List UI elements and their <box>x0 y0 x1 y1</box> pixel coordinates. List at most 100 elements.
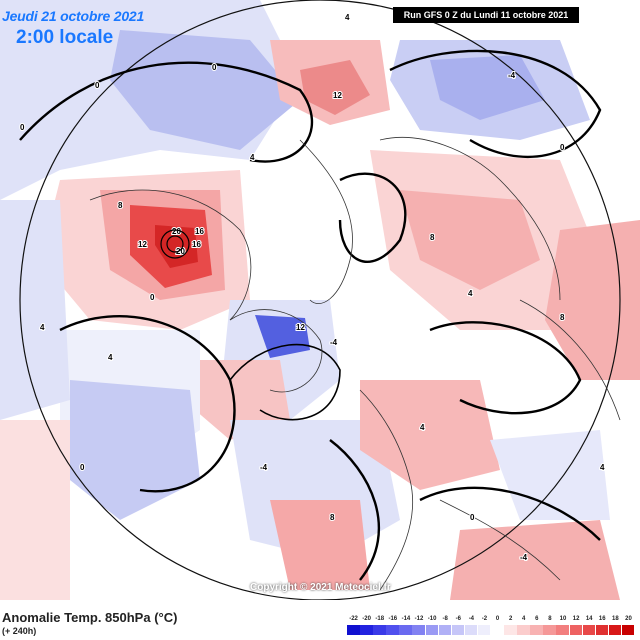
scale-swatch <box>582 625 596 635</box>
contour-line-1 <box>19 61 314 163</box>
contour-line-7 <box>419 486 601 541</box>
variable-title: Anomalie Temp. 850hPa (°C) <box>2 610 178 625</box>
copyright-notice: Copyright © 2021 Meteociel.fr <box>250 582 391 593</box>
forecast-date: Jeudi 21 octobre 2021 <box>2 8 145 24</box>
scale-label: 8 <box>548 616 552 622</box>
contour-label: 4 <box>40 323 45 332</box>
scale-label: -22 <box>349 616 358 622</box>
contour-label: 4 <box>600 463 605 472</box>
scale-swatch <box>504 625 517 635</box>
scale-swatch <box>517 625 530 635</box>
contour-label: 4 <box>468 289 473 298</box>
contour-label: 4 <box>250 153 255 162</box>
scale-swatch <box>491 625 504 635</box>
contour-label: 12 <box>296 323 305 332</box>
scale-swatch <box>464 625 478 635</box>
scale-swatch <box>608 625 622 635</box>
scale-swatch <box>451 625 465 635</box>
warm-region-europe <box>360 380 500 490</box>
scale-label: -4 <box>468 616 475 622</box>
warm-core-contour-outer <box>160 229 190 259</box>
contour-label: -4 <box>508 71 516 80</box>
contour-label: 4 <box>345 13 350 22</box>
scale-label: 10 <box>559 616 567 622</box>
contour-label: 8 <box>430 233 435 242</box>
temperature-anomaly-map: 20 16 20 16 12 12 12 8 4 0 -4 4 0 4 8 4 0 -4 0 4 0 -4 4 8 -4 0 4 8 0… <box>0 0 640 600</box>
cold-core-siberia <box>430 55 545 120</box>
coastline-east-asia <box>519 299 621 421</box>
scale-swatch <box>595 625 609 635</box>
forecast-lead-time: (+ 240h) <box>2 626 37 636</box>
coastline-canada <box>229 309 323 393</box>
scale-label: -2 <box>481 616 488 622</box>
contour-line-2 <box>389 49 602 159</box>
contour-label: 8 <box>330 513 335 522</box>
scale-swatch <box>621 625 635 635</box>
contour-line-6 <box>329 439 381 581</box>
cold-region-middle-east <box>490 430 610 520</box>
contour-label: 8 <box>118 201 123 210</box>
scale-label: -16 <box>388 616 398 622</box>
scale-label: 6 <box>535 616 539 622</box>
scale-label: -14 <box>401 616 411 622</box>
contour-label: 0 <box>470 513 475 522</box>
cold-region-bering <box>110 30 300 150</box>
coastline-alaska <box>89 189 252 321</box>
forecast-local-time: 2:00 locale <box>16 27 114 48</box>
contour-label: 20 <box>172 227 181 236</box>
contour-line-8 <box>229 343 341 421</box>
scale-label: -20 <box>362 616 371 622</box>
contour-line-4 <box>338 172 407 263</box>
contour-label: 0 <box>560 143 565 152</box>
scale-label: 12 <box>572 616 580 622</box>
coastlines <box>89 137 621 591</box>
color-scale-legend: -22 -20 -18 -16 -14 -12 -10 -8 -6 -4 -2 0 2 4 6 8 10 12 14… <box>347 616 635 636</box>
scale-label: -8 <box>442 616 448 622</box>
scale-swatch <box>530 625 543 635</box>
contour-label: 12 <box>138 240 147 249</box>
warm-region-east-asia <box>545 220 640 380</box>
scale-label: 18 <box>612 616 619 622</box>
scale-swatch <box>412 625 426 635</box>
scale-swatch <box>360 625 373 635</box>
contour-label: 16 <box>192 240 201 249</box>
scale-swatch <box>373 625 386 635</box>
warm-mid-eurasia <box>400 190 540 290</box>
contour-label: 0 <box>80 463 85 472</box>
scale-swatch <box>386 625 399 635</box>
contour-label: 0 <box>20 123 25 132</box>
warm-core-alaska <box>155 225 198 268</box>
contour-label: 0 <box>95 81 100 90</box>
model-run-label: Run GFS 0 Z du Lundi 11 octobre 2021 <box>393 7 579 23</box>
scale-label: 14 <box>585 616 593 622</box>
warm-core-arctic-east <box>300 60 370 115</box>
scale-swatch <box>543 625 556 635</box>
scale-swatch <box>399 625 412 635</box>
scale-label: 2 <box>508 616 513 622</box>
scale-label: -18 <box>375 616 385 622</box>
warm-region-southwest <box>0 420 70 600</box>
scale-label: 16 <box>598 616 606 622</box>
contour-label: -4 <box>330 338 338 347</box>
contour-label: 4 <box>108 353 113 362</box>
coastline-europe <box>359 389 414 591</box>
warm-core-contour-inner <box>166 235 184 253</box>
hemisphere-outline <box>19 0 621 600</box>
warm-region-africa <box>450 520 620 600</box>
scale-swatch <box>425 625 439 635</box>
coastline-russia <box>379 137 561 301</box>
cold-region-pacific-south <box>70 380 200 520</box>
cold-core-canada <box>255 315 310 358</box>
scale-swatch <box>569 625 583 635</box>
scale-label: 20 <box>625 616 632 622</box>
scale-label: -12 <box>414 616 424 622</box>
scale-label: 4 <box>522 616 526 622</box>
contour-label: 8 <box>560 313 565 322</box>
coastline-mediterranean <box>439 499 561 581</box>
contour-line-5 <box>429 321 582 415</box>
scale-label: -6 <box>455 616 461 622</box>
scale-swatch <box>477 625 491 635</box>
contour-label: -4 <box>520 553 528 562</box>
scale-swatch <box>347 625 360 635</box>
